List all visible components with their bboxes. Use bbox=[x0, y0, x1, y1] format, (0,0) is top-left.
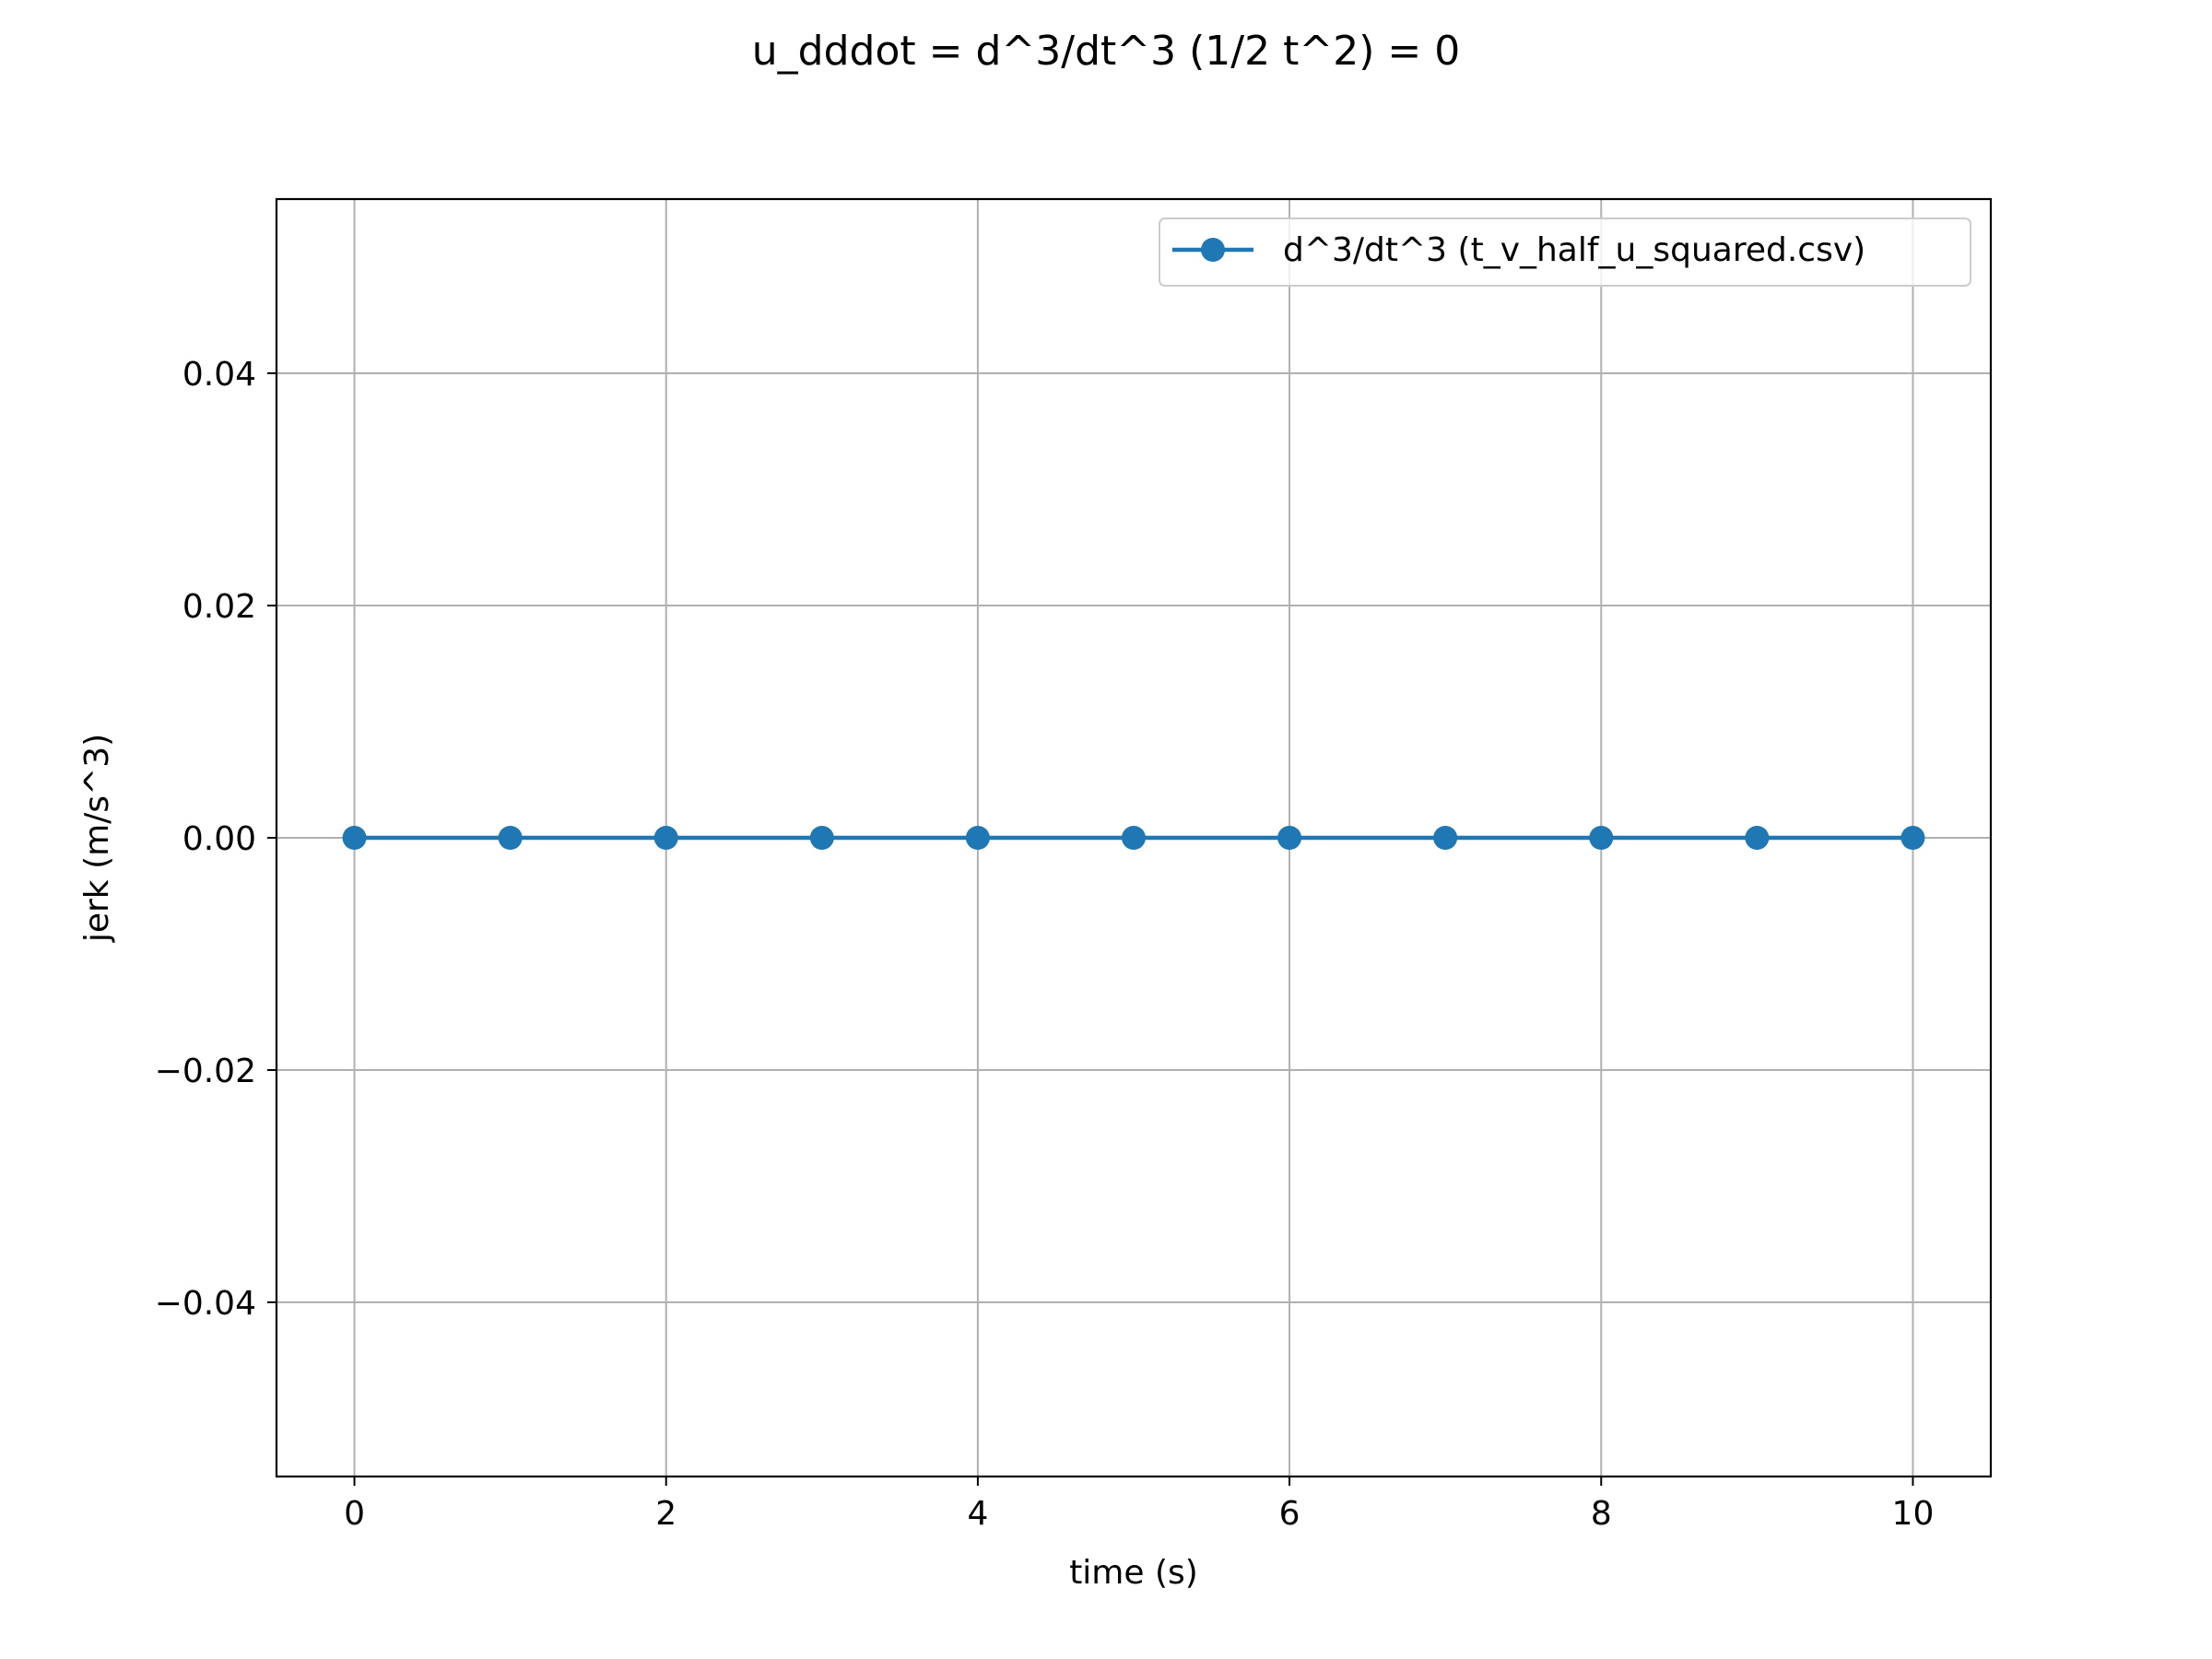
y-tick-label: −0.02 bbox=[155, 1053, 256, 1090]
y-tick-label: 0.04 bbox=[182, 356, 256, 394]
data-point-marker bbox=[342, 826, 367, 850]
y-tick-label: 0.02 bbox=[182, 588, 256, 626]
x-tick-label: 2 bbox=[655, 1495, 677, 1533]
data-point-marker bbox=[965, 826, 990, 850]
data-point-marker bbox=[1433, 826, 1458, 850]
legend-box bbox=[1159, 218, 1971, 287]
x-tick-label: 10 bbox=[1892, 1495, 1935, 1533]
x-tick-label: 6 bbox=[1279, 1495, 1300, 1533]
data-point-marker bbox=[1277, 826, 1302, 850]
x-tick-label: 4 bbox=[967, 1495, 988, 1533]
series-layer bbox=[342, 826, 1925, 850]
x-tick-label: 8 bbox=[1591, 1495, 1612, 1533]
data-point-marker bbox=[498, 826, 523, 850]
chart-title: u_dddot = d^3/dt^3 (1/2 t^2) = 0 bbox=[752, 28, 1460, 75]
legend-entry-label: d^3/dt^3 (t_v_half_u_squared.csv) bbox=[1283, 231, 1865, 269]
y-tick-label: −0.04 bbox=[155, 1285, 256, 1323]
y-axis-ticks: 0.04 0.02 0.00 −0.02 −0.04 bbox=[155, 356, 276, 1323]
legend: d^3/dt^3 (t_v_half_u_squared.csv) bbox=[1159, 218, 1971, 287]
y-tick-label: 0.00 bbox=[182, 820, 256, 858]
x-axis-ticks: 0 2 4 6 8 10 bbox=[344, 1477, 1934, 1533]
y-axis-label: jerk (m/s^3) bbox=[78, 734, 116, 943]
data-point-marker bbox=[653, 826, 678, 850]
data-point-marker bbox=[1745, 826, 1770, 850]
x-tick-label: 0 bbox=[344, 1495, 365, 1533]
legend-marker-sample bbox=[1201, 238, 1225, 262]
data-point-marker bbox=[1589, 826, 1614, 850]
data-point-marker bbox=[809, 826, 834, 850]
data-point-marker bbox=[1122, 826, 1146, 850]
x-axis-label: time (s) bbox=[1069, 1554, 1198, 1592]
data-point-marker bbox=[1900, 826, 1925, 850]
